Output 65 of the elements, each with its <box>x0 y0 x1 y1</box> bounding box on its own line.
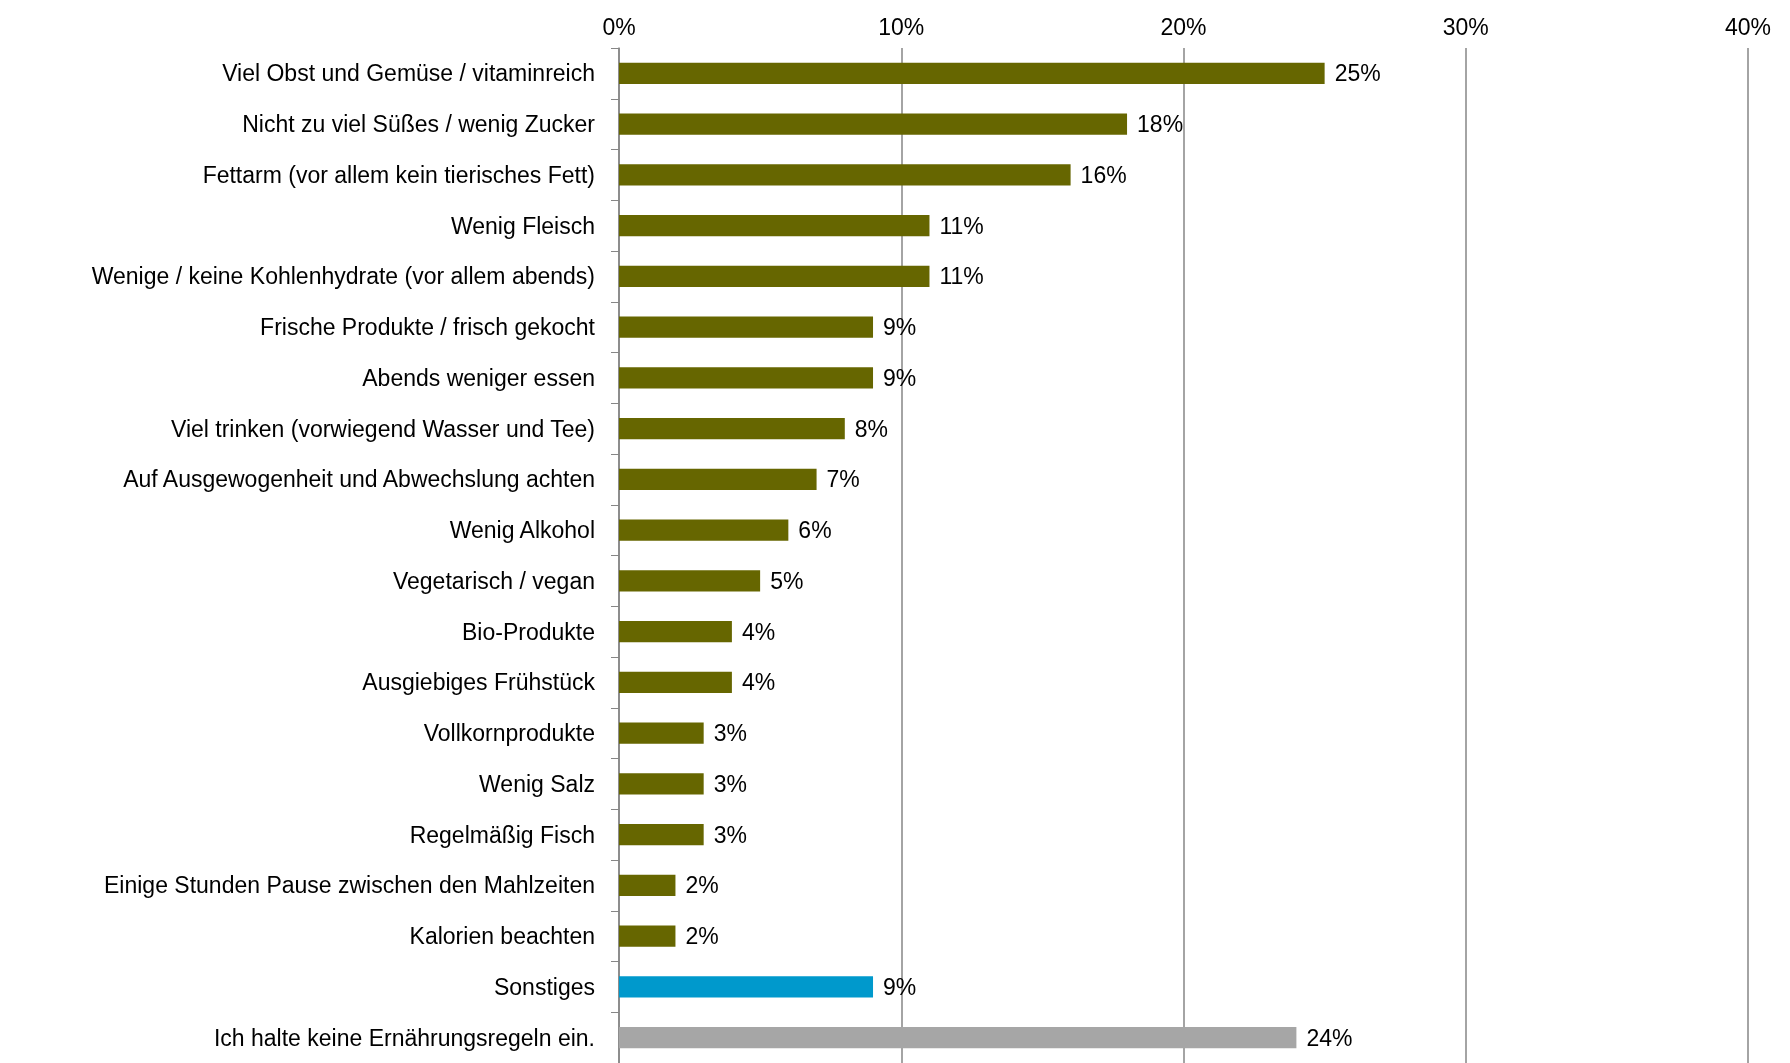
bar <box>619 823 704 846</box>
bar <box>619 113 1128 135</box>
y-tick-label: Viel trinken (vorwiegend Wasser und Tee) <box>170 415 595 442</box>
x-tick-label: 40% <box>1724 13 1772 40</box>
bar <box>619 874 676 897</box>
y-tick-label: Einige Stunden Pause zwischen den Mahlzeiten <box>104 872 595 899</box>
data-label: 3% <box>713 720 747 747</box>
data-label: 11% <box>939 212 984 239</box>
y-tick-label: Kalorien beachten <box>409 923 595 950</box>
bar <box>619 722 704 744</box>
data-label: 4% <box>741 669 776 696</box>
data-label: 16% <box>1080 161 1127 188</box>
data-label: 8% <box>854 415 889 442</box>
data-label: 7% <box>826 466 860 493</box>
bar <box>619 1026 1297 1049</box>
bar <box>619 976 874 998</box>
y-tick-label: Vegetarisch / vegan <box>392 567 595 594</box>
bar <box>619 265 930 288</box>
y-tick-label: Auf Ausgewogenheit und Abwechslung achten <box>123 466 595 493</box>
data-label: 4% <box>741 618 776 645</box>
data-label: 5% <box>770 567 804 594</box>
x-tick-label: 30% <box>1442 13 1489 40</box>
bar <box>619 773 704 795</box>
data-label: 18% <box>1137 111 1184 138</box>
y-tick-label: Wenig Fleisch <box>450 212 595 239</box>
bar <box>619 925 676 947</box>
data-label: 6% <box>798 517 832 544</box>
data-label: 3% <box>713 770 747 797</box>
bar <box>619 417 845 440</box>
bar <box>619 367 874 389</box>
bar <box>619 164 1071 186</box>
bar <box>619 468 817 491</box>
y-tick-label: Viel Obst und Gemüse / vitaminreich <box>222 60 595 87</box>
bar <box>619 570 761 592</box>
y-tick-label: Bio-Produkte <box>462 618 595 645</box>
data-label: 25% <box>1334 60 1381 87</box>
data-label: 9% <box>883 314 917 341</box>
data-label: 2% <box>685 923 719 950</box>
x-tick-label: 0% <box>602 13 636 40</box>
y-tick-label: Wenige / keine Kohlenhydrate (vor allem abends) <box>91 263 595 290</box>
x-tick-label: 10% <box>878 13 925 40</box>
y-tick-label: Frische Produkte / frisch gekocht <box>260 314 596 341</box>
y-tick-label: Vollkornprodukte <box>423 720 595 747</box>
y-tick-label: Fettarm (vor allem kein tierisches Fett) <box>202 161 595 188</box>
data-label: 9% <box>883 973 917 1000</box>
data-label: 11% <box>939 263 984 290</box>
bar <box>619 519 789 541</box>
data-label: 2% <box>685 872 719 899</box>
data-label: 24% <box>1306 1024 1353 1051</box>
y-tick-label: Wenig Salz <box>479 770 595 797</box>
data-label: 3% <box>713 821 747 848</box>
bar <box>619 671 732 694</box>
y-tick-label: Wenig Alkohol <box>449 517 595 544</box>
bar <box>619 620 732 643</box>
bar <box>619 316 874 338</box>
y-tick-label: Nicht zu viel Süßes / wenig Zucker <box>242 111 596 138</box>
x-tick-label: 20% <box>1160 13 1207 40</box>
data-label: 9% <box>883 364 917 391</box>
y-tick-label: Sonstiges <box>493 973 595 1000</box>
y-tick-label: Regelmäßig Fisch <box>409 821 595 848</box>
bar <box>619 62 1325 85</box>
y-tick-label: Abends weniger essen <box>362 364 595 391</box>
bar <box>619 214 930 237</box>
y-tick-label: Ich halte keine Ernährungsregeln ein. <box>213 1024 595 1051</box>
y-tick-label: Ausgiebiges Frühstück <box>362 669 596 696</box>
